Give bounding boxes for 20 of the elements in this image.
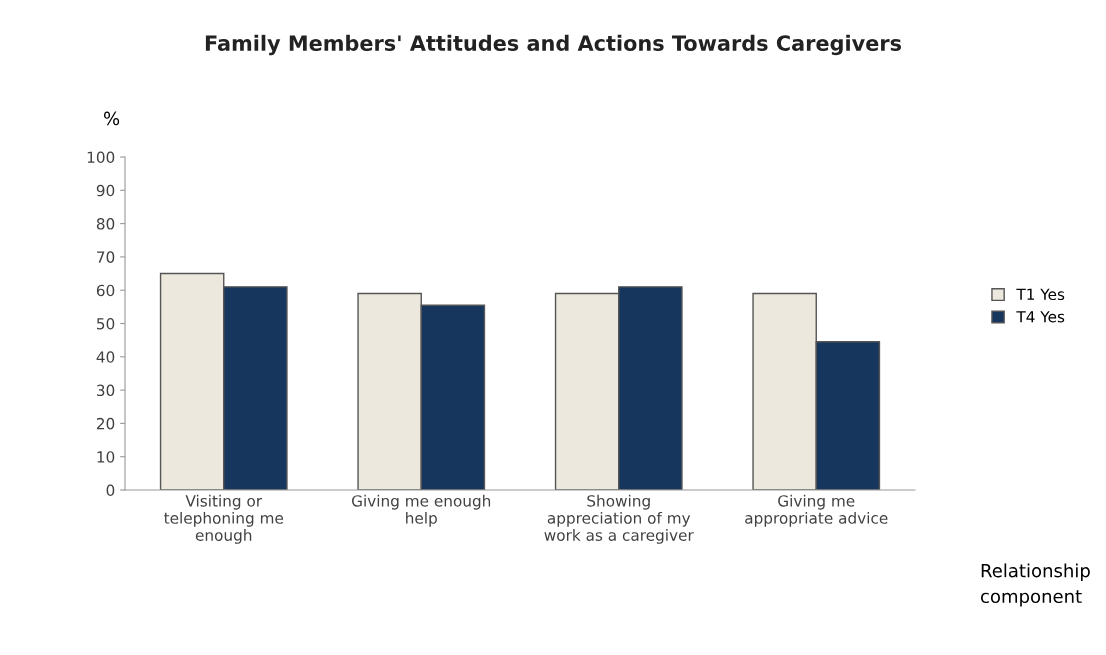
y-tick-label: 10 <box>97 451 115 463</box>
y-tick-label: 20 <box>96 417 115 430</box>
chart-title: Family Members' Attitudes and Actions Towards Caregivers <box>205 34 902 56</box>
x-axis-title: Relationship component <box>981 563 1090 607</box>
y-tick-label: 90 <box>96 184 115 197</box>
y-tick-label: 30 <box>97 384 115 397</box>
y-axis-title: % <box>104 111 120 126</box>
x-tick-label: Showing appreciation of my work as a caregiver <box>544 494 694 544</box>
y-tick-label: 80 <box>96 218 115 230</box>
x-tick-label: Visiting or telephoning me enough <box>164 494 284 544</box>
legend-label: T1 Yes <box>1016 288 1065 301</box>
x-tick-label: Giving me enough help <box>351 494 491 527</box>
y-tick-label: 0 <box>106 484 115 497</box>
y-tick-label: 50 <box>97 317 115 330</box>
y-tick-label: 40 <box>96 351 115 363</box>
y-tick-label: 70 <box>97 251 115 263</box>
legend-label: T4 Yes <box>1016 311 1065 323</box>
y-tick-label: 100 <box>87 151 115 164</box>
y-tick-label: 60 <box>96 284 115 297</box>
x-tick-label: Giving me appropriate advice <box>745 494 888 527</box>
